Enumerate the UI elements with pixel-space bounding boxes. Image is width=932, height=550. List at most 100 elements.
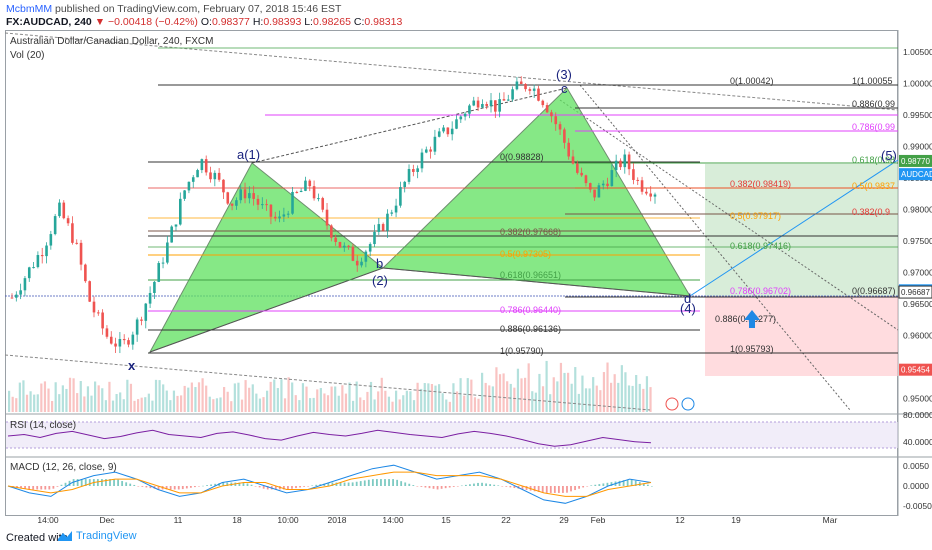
macd-hist-bar xyxy=(485,483,487,486)
volume-bar xyxy=(309,398,312,412)
candle-body xyxy=(614,160,618,171)
price-axis: 1.005001.000000.995000.990000.985000.980… xyxy=(903,47,932,403)
volume-bar xyxy=(101,388,104,412)
author-link[interactable]: McbmMM xyxy=(6,3,53,15)
candle-body xyxy=(463,113,467,117)
candle-body xyxy=(506,99,510,101)
rsi-line xyxy=(7,429,652,447)
macd-hist-bar xyxy=(651,486,653,487)
volume-bar xyxy=(36,394,39,412)
candle-body xyxy=(256,198,260,205)
macd-hist-bar xyxy=(626,479,629,486)
volume-bar xyxy=(341,385,344,412)
volume-bar xyxy=(359,397,362,412)
candle-body xyxy=(161,262,165,264)
time-tick: 2018 xyxy=(328,515,347,525)
price-tick: 0.98000 xyxy=(903,204,932,214)
volume-bar xyxy=(584,388,588,412)
volume-bar xyxy=(452,383,455,412)
candle-body xyxy=(567,142,570,157)
candle-body xyxy=(416,168,419,172)
volume-bar xyxy=(398,399,401,412)
volume-bar xyxy=(427,383,430,412)
fib-label: 0.5(0.97917) xyxy=(730,211,781,221)
macd-hist-bar xyxy=(343,482,346,486)
volume-bar xyxy=(115,394,118,412)
volume-bar xyxy=(244,380,247,412)
macd-hist-bar xyxy=(250,484,253,486)
fib-label: 0.786(0.96702) xyxy=(730,286,791,296)
macd-hist-bar xyxy=(198,486,200,487)
macd-hist-bar xyxy=(52,486,55,489)
volume-bar xyxy=(642,388,645,412)
volume-bar xyxy=(86,386,90,412)
macd-hist-bar xyxy=(262,486,265,489)
volume-bar xyxy=(620,365,623,412)
candle-body xyxy=(420,152,424,169)
volume-bar xyxy=(423,383,426,412)
macd-hist-bar xyxy=(606,482,609,486)
candle-body xyxy=(338,241,342,248)
candle-body xyxy=(325,209,329,226)
macd-hist-bar xyxy=(109,479,111,486)
volume-bar xyxy=(599,390,602,412)
volume-bar xyxy=(434,385,437,412)
candle-body xyxy=(515,81,519,90)
macd-hist-bar xyxy=(533,486,536,492)
candle-body xyxy=(455,119,458,129)
candle-body xyxy=(653,194,657,197)
volume-bar xyxy=(262,397,265,412)
candle-body xyxy=(226,192,230,204)
wave-label-a1: a(1) xyxy=(237,147,260,162)
macd-hist-bar xyxy=(634,480,637,486)
publish-info: published on TradingView.com, February 0… xyxy=(55,3,342,15)
candle-body xyxy=(386,213,389,231)
candle-body xyxy=(286,213,290,215)
volume-bar xyxy=(606,362,609,412)
candle-body xyxy=(135,319,139,335)
volume-bar xyxy=(534,392,537,412)
macd-hist-bar xyxy=(113,479,115,486)
candle-body xyxy=(88,281,91,302)
candle-body xyxy=(407,169,411,182)
volume-bar xyxy=(420,388,423,412)
macd-hist-bar xyxy=(189,486,192,488)
fib-label: 0.886(0.96136) xyxy=(500,324,561,334)
candle-body xyxy=(170,226,173,243)
tradingview-logo[interactable]: TradingView xyxy=(58,530,137,542)
macd-hist-bar xyxy=(226,482,229,486)
volume-bar xyxy=(330,386,333,412)
volume-bar xyxy=(276,388,279,412)
trend-line-top xyxy=(4,32,899,111)
volume-bar xyxy=(165,390,168,412)
candle-body xyxy=(528,89,532,91)
candle-body xyxy=(489,100,493,106)
volume-bar xyxy=(226,391,229,412)
volume-bar xyxy=(283,398,287,412)
volume-bar xyxy=(233,383,236,412)
candle-body xyxy=(53,216,57,235)
macd-hist-bar xyxy=(440,486,443,489)
candlesticks xyxy=(10,76,657,354)
fib-label: 0.786(0.96440) xyxy=(500,305,561,315)
volume-bar xyxy=(133,400,136,412)
volume-bar xyxy=(33,394,36,412)
candle-body xyxy=(593,189,596,198)
macd-hist-bar xyxy=(436,486,439,490)
candle-body xyxy=(97,312,100,314)
volume-bar xyxy=(51,400,54,412)
wave-label-3: (3) xyxy=(556,67,572,82)
candle-body xyxy=(179,198,182,225)
volume-bar xyxy=(190,382,193,412)
fib-label: 0.5(0.97305) xyxy=(500,249,551,259)
candle-body xyxy=(213,172,217,180)
price-tick: 1.00000 xyxy=(903,79,932,89)
macd-hist-bar xyxy=(513,486,516,489)
wave-label-5: (5) xyxy=(881,148,897,163)
candle-body xyxy=(442,127,445,132)
volume-bar xyxy=(348,382,351,412)
macd-hist-bar xyxy=(68,480,71,486)
candle-body xyxy=(584,175,588,184)
time-tick: 19 xyxy=(731,515,741,525)
